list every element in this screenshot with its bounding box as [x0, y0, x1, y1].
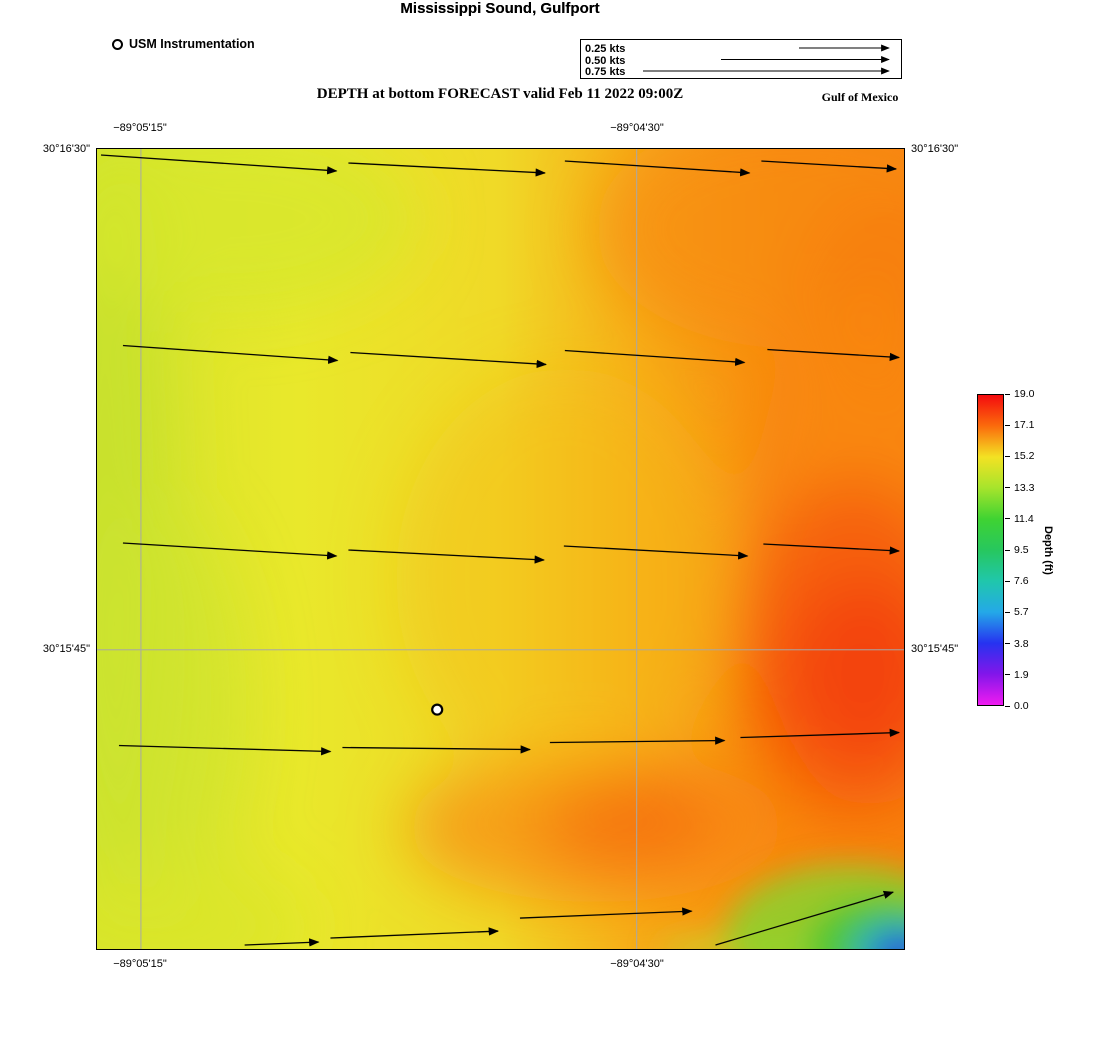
- speed-scale-label: 0.75 kts: [585, 66, 626, 78]
- speed-scale-label: 0.25 kts: [585, 43, 626, 55]
- colorbar-ticks: 19.0 17.1 15.2 13.3 11.4 9.5 7.6 5.7 3.8 1.9 0.0: [1005, 388, 1053, 712]
- current-vector-arrow: [564, 349, 746, 366]
- depth-colorbar: [977, 394, 1004, 706]
- current-vector-layer: [100, 154, 901, 947]
- colorbar-tickmark: [1005, 424, 1010, 426]
- colorbar-tick: 19.0: [1005, 388, 1034, 400]
- page-title-bottom: Mississippi Sound, Gulfport: [400, 0, 600, 17]
- lon-tick-top-east: −89°04'30": [610, 122, 664, 134]
- current-vector-arrow: [563, 545, 749, 560]
- colorbar-tick: 17.1: [1005, 419, 1034, 431]
- colorbar-tickmark: [1005, 705, 1010, 707]
- velocity-scale-legend: 0.25 kts 0.50 kts 0.75 kts: [580, 39, 902, 79]
- heatmap-shallow-corner: [655, 865, 904, 949]
- forecast-subtitle: DEPTH at bottom FORECAST valid Feb 11 20…: [316, 86, 684, 102]
- current-vector-arrow: [763, 543, 901, 555]
- current-vector-arrow: [564, 160, 751, 177]
- colorbar-tick: 15.2: [1005, 450, 1034, 462]
- current-vector-arrow: [244, 938, 320, 947]
- colorbar-tickmark: [1005, 393, 1010, 395]
- speed-scale-arrows: [643, 44, 890, 75]
- lat-tick-left-south: 30°15'45": [42, 643, 90, 655]
- colorbar-tick-label: 0.0: [1014, 700, 1029, 712]
- map-plot-area: [96, 148, 905, 950]
- station-circle-icon: [112, 38, 123, 50]
- current-vector-arrow: [118, 744, 332, 756]
- depth-heatmap: [97, 149, 904, 949]
- lat-tick-right-south: 30°15'45": [911, 643, 959, 655]
- instrumentation-label: USM Instrumentation: [129, 37, 255, 51]
- colorbar-tick-label: 3.8: [1014, 637, 1029, 650]
- colorbar-tick: 7.6: [1005, 575, 1029, 587]
- current-vector-arrow: [330, 927, 500, 939]
- current-vector-arrow: [122, 542, 338, 560]
- colorbar-tick: 9.5: [1005, 544, 1029, 556]
- colorbar-tickmark: [1005, 455, 1010, 457]
- colorbar-tick-label: 19.0: [1014, 388, 1035, 400]
- graticule-lines: [97, 149, 904, 949]
- current-vector-arrow: [761, 160, 898, 173]
- current-vector-arrow: [342, 745, 531, 754]
- lat-tick-left-north: 30°16'30": [42, 143, 90, 155]
- colorbar-tick: 3.8: [1005, 638, 1029, 650]
- current-vector-arrow: [740, 728, 901, 739]
- current-vector-arrow: [348, 162, 546, 177]
- region-label: Gulf of Mexico: [821, 90, 899, 104]
- colorbar-axis-label: Depth (ft): [1042, 525, 1054, 575]
- colorbar-tick: 11.4: [1005, 513, 1034, 525]
- current-vector-arrow: [767, 348, 901, 362]
- colorbar-tickmark: [1005, 518, 1010, 520]
- colorbar-tickmark: [1005, 487, 1010, 489]
- colorbar-tickmark: [1005, 580, 1010, 582]
- colorbar-tickmark: [1005, 643, 1010, 645]
- colorbar-tick: 13.3: [1005, 482, 1034, 494]
- colorbar-tick: 1.9: [1005, 669, 1029, 681]
- colorbar-tick: 5.7: [1005, 606, 1029, 618]
- colorbar-tick-label: 15.2: [1014, 450, 1035, 463]
- heatmap-blobs: [97, 149, 904, 949]
- colorbar-tick-label: 11.4: [1014, 512, 1034, 525]
- lon-tick-top-west: −89°05'15": [113, 122, 167, 134]
- usm-station-marker: [431, 703, 444, 716]
- current-vector-arrow: [348, 549, 545, 564]
- colorbar-tickmark: [1005, 611, 1010, 613]
- instrumentation-legend: USM Instrumentation: [112, 37, 255, 51]
- lon-tick-bottom-west: −89°05'15": [113, 958, 167, 970]
- current-vector-arrow: [100, 154, 338, 175]
- colorbar-tick: 0.0: [1005, 700, 1029, 712]
- colorbar-tick-label: 17.1: [1014, 419, 1035, 432]
- current-vector-arrow: [350, 351, 547, 369]
- page-title: Mississippi Sound, Gulfport: [400, 0, 600, 17]
- colorbar-tick-label: 9.5: [1014, 544, 1029, 556]
- current-vector-arrow: [122, 344, 339, 364]
- speed-scale-label: 0.50 kts: [585, 54, 626, 67]
- colorbar-tick-label: 1.9: [1014, 668, 1029, 681]
- lat-tick-right-north: 30°16'30": [911, 143, 959, 155]
- lon-tick-bottom-east: −89°04'30": [610, 958, 664, 970]
- current-vector-arrow: [549, 736, 726, 745]
- colorbar-tick-label: 13.3: [1014, 481, 1035, 494]
- colorbar-tickmark: [1005, 674, 1010, 676]
- current-vector-arrow: [519, 907, 693, 919]
- colorbar-tickmark: [1005, 549, 1010, 551]
- colorbar-tick-label: 7.6: [1014, 575, 1029, 588]
- colorbar-tick-label: 5.7: [1014, 606, 1029, 619]
- current-vector-arrow: [715, 890, 895, 946]
